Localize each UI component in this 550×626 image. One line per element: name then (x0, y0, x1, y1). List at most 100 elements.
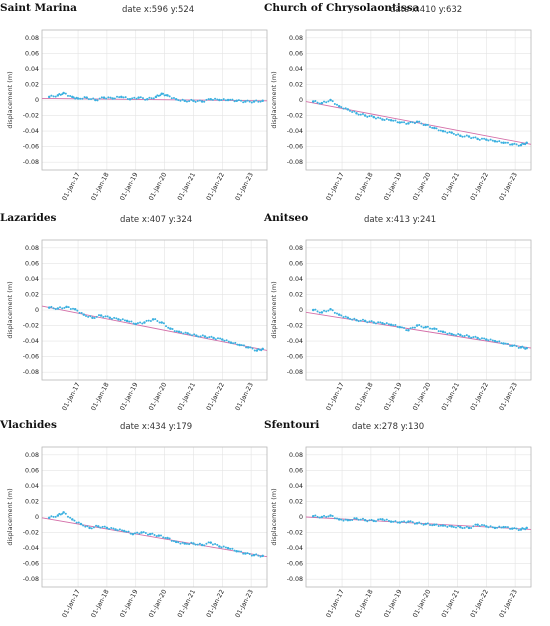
data-point (504, 342, 507, 345)
data-point (197, 335, 200, 338)
data-point (205, 542, 208, 545)
data-point (489, 525, 492, 528)
y-tick-label: 0.08 (289, 452, 303, 459)
x-tick-label: 01-Jan-20 (412, 382, 433, 412)
trend-line (305, 101, 532, 145)
data-point (173, 330, 176, 333)
data-point (209, 97, 212, 101)
x-tick-label: 01-Jan-18 (354, 589, 375, 619)
data-point (525, 141, 528, 145)
data-point (261, 554, 264, 558)
data-point (87, 98, 90, 101)
data-point (142, 531, 145, 534)
chart-panel-lazarides: Lazarides date x:407 y:324 0.08 0.06 0.04 0… (0, 210, 275, 418)
chart-plot: 0.08 0.06 0.04 0.02 0 -0.02 -0.04 -0.06 -0.08 01-… (270, 29, 532, 202)
data-point (252, 100, 256, 103)
data-point (444, 331, 447, 334)
data-point (82, 524, 85, 527)
data-point (52, 515, 55, 518)
data-point (54, 95, 57, 98)
x-tick-label: 01-Jan-22 (205, 172, 226, 202)
data-point (109, 96, 112, 99)
data-point (515, 143, 518, 146)
data-point (134, 322, 137, 326)
y-tick-label: -0.02 (23, 530, 39, 537)
data-point (524, 143, 527, 146)
data-point (513, 344, 516, 347)
data-point (169, 327, 172, 330)
data-point (225, 339, 228, 342)
data-point (92, 97, 95, 100)
data-point (439, 330, 442, 333)
data-point (99, 526, 102, 529)
data-point (216, 543, 219, 546)
data-point (195, 334, 198, 337)
data-point (381, 321, 384, 325)
data-point (437, 129, 440, 132)
data-point (183, 99, 187, 103)
data-point (177, 541, 180, 544)
data-point (407, 122, 410, 125)
x-tick-label: 01-Jan-19 (119, 172, 140, 202)
data-point (52, 307, 55, 310)
data-point (235, 549, 238, 553)
data-point (513, 142, 516, 145)
data-point (457, 333, 460, 336)
data-point (80, 311, 83, 314)
data-point (337, 518, 341, 521)
data-point (465, 134, 468, 137)
data-point (379, 518, 382, 521)
data-point (257, 100, 260, 103)
data-point (357, 113, 360, 116)
data-point (363, 518, 367, 522)
data-point (377, 518, 380, 521)
data-point (212, 336, 215, 340)
data-point (418, 120, 421, 123)
data-point (355, 517, 358, 520)
data-point (487, 339, 490, 342)
data-point (396, 325, 399, 328)
y-tick-label: -0.08 (287, 576, 303, 583)
y-axis-label: displacement (m) (6, 488, 14, 545)
data-point (355, 318, 358, 322)
data-point (409, 327, 412, 330)
data-point (144, 532, 147, 535)
data-point (472, 336, 475, 339)
data-point (91, 316, 94, 320)
data-point (455, 133, 457, 136)
data-point (398, 325, 401, 329)
chart-subtitle: date x:434 y:179 (120, 422, 193, 432)
data-point (472, 525, 475, 528)
data-point (448, 332, 451, 335)
data-point (136, 322, 139, 325)
data-point (323, 100, 326, 103)
data-point (124, 96, 127, 99)
data-point (450, 525, 453, 528)
data-point (125, 319, 129, 323)
data-point (205, 98, 208, 101)
data-point (422, 124, 425, 127)
chart-panel-saint-marina: Saint Marina date x:596 y:524 0.08 0.06 0.… (0, 0, 275, 208)
data-point (400, 121, 403, 124)
data-point (480, 137, 483, 140)
data-point (138, 532, 141, 535)
data-point (389, 323, 393, 327)
data-point (405, 521, 408, 524)
data-point (75, 521, 78, 524)
data-point (409, 520, 412, 523)
data-point (165, 94, 168, 97)
x-tick-label: 01-Jan-21 (441, 172, 462, 202)
data-point (246, 99, 249, 102)
data-point (441, 330, 445, 334)
y-tick-label: 0.08 (25, 245, 39, 252)
data-point (97, 314, 100, 317)
data-point (154, 95, 158, 99)
data-point (379, 117, 382, 120)
data-point (389, 118, 393, 122)
plot-frame (41, 29, 268, 171)
data-point (500, 342, 503, 345)
x-tick-label: 01-Jan-18 (354, 382, 375, 412)
data-point (64, 512, 67, 515)
data-point (179, 542, 182, 545)
data-point (372, 519, 376, 523)
